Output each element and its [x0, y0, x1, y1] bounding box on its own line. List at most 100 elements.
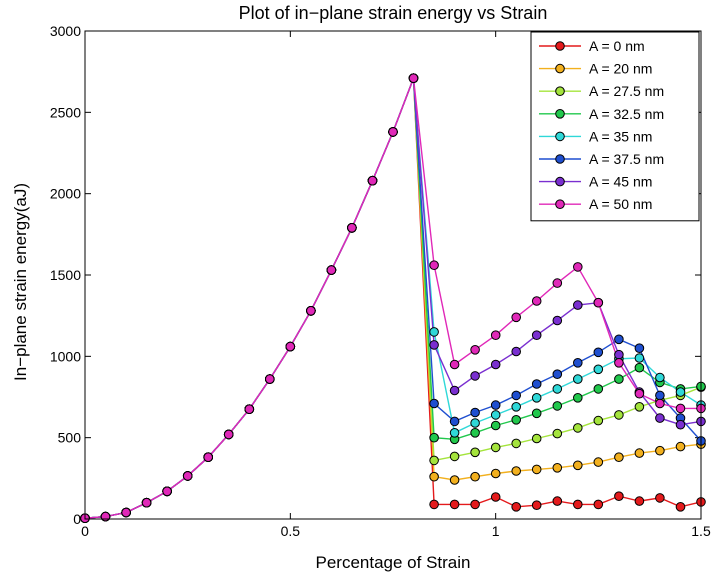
data-point	[470, 345, 480, 355]
data-point	[675, 419, 686, 430]
data-point	[552, 401, 563, 411]
x-tick-label: 1.5	[691, 523, 711, 539]
data-point	[429, 455, 439, 466]
data-point	[552, 496, 563, 506]
data-point	[449, 359, 460, 370]
data-point	[634, 496, 645, 506]
data-point	[511, 466, 522, 476]
data-point	[614, 374, 624, 384]
data-point	[531, 464, 542, 475]
legend-marker	[555, 41, 565, 51]
data-point	[634, 388, 645, 399]
data-point	[634, 362, 645, 373]
data-point	[511, 312, 522, 323]
data-point	[573, 423, 583, 433]
legend-label: A = 0 nm	[589, 38, 645, 54]
data-point	[429, 432, 439, 443]
data-point	[490, 400, 501, 410]
data-point	[593, 384, 604, 394]
data-point	[306, 306, 316, 316]
data-point	[531, 393, 542, 403]
data-point	[449, 451, 460, 462]
data-point	[593, 297, 604, 308]
x-tick-label: 1	[492, 523, 500, 539]
data-point	[490, 359, 501, 370]
data-point	[408, 73, 419, 83]
data-point	[552, 369, 563, 380]
data-point	[675, 441, 686, 452]
data-point	[634, 353, 645, 363]
data-point	[223, 429, 234, 440]
data-point	[470, 499, 480, 510]
data-point	[531, 330, 542, 341]
data-point	[429, 499, 439, 510]
legend-marker	[555, 109, 565, 119]
data-point	[655, 390, 665, 401]
data-point	[552, 278, 563, 288]
data-point	[675, 502, 686, 512]
y-tick-label: 3000	[50, 23, 81, 39]
data-point	[614, 410, 624, 420]
y-tick-label: 1500	[50, 267, 81, 283]
x-tick-label: 0	[81, 523, 89, 539]
data-point	[326, 265, 337, 275]
data-point	[655, 493, 665, 503]
data-point	[429, 260, 439, 271]
data-point	[531, 408, 542, 419]
data-point	[388, 127, 398, 137]
data-point	[614, 452, 624, 463]
plot-frame	[84, 30, 702, 520]
data-point	[449, 428, 460, 438]
data-point	[573, 358, 583, 368]
data-point	[655, 372, 665, 383]
data-point	[614, 358, 624, 368]
legend-marker	[555, 199, 565, 209]
data-point	[675, 403, 686, 414]
data-point	[449, 416, 460, 427]
data-point	[490, 492, 501, 502]
data-point	[573, 393, 583, 403]
y-tick-label: 2500	[50, 104, 81, 120]
data-point	[531, 379, 542, 389]
data-point	[490, 468, 501, 479]
data-point	[634, 448, 645, 458]
y-tick-label: 1000	[50, 348, 81, 364]
data-point	[429, 340, 439, 350]
data-point	[552, 315, 563, 326]
data-point	[429, 471, 439, 482]
y-tick-label: 500	[58, 430, 82, 446]
data-point	[552, 463, 563, 473]
legend-marker	[555, 176, 565, 187]
legend-label: A = 35 nm	[589, 128, 652, 144]
legend-marker	[555, 63, 565, 74]
data-point	[511, 346, 522, 357]
data-point	[593, 364, 604, 375]
data-point	[265, 374, 275, 384]
x-axis-label: Percentage of Strain	[316, 553, 471, 572]
data-point	[552, 384, 563, 394]
data-point	[511, 390, 522, 401]
y-tick-label: 0	[73, 511, 81, 527]
legend-label: A = 27.5 nm	[589, 83, 664, 99]
data-point	[347, 223, 357, 233]
legend: A = 0 nm A = 20 nm A = 27.5 nm A = 32.5 nm A…	[530, 31, 700, 222]
data-point	[655, 445, 665, 456]
data-point	[429, 398, 439, 409]
data-point	[429, 327, 439, 337]
legend-label: A = 32.5 nm	[589, 106, 664, 122]
data-point	[614, 491, 624, 502]
data-point	[511, 415, 522, 425]
legend-marker	[555, 131, 565, 142]
data-point	[552, 428, 563, 439]
data-point	[449, 499, 460, 510]
data-point	[244, 404, 255, 415]
data-point	[490, 442, 501, 453]
data-point	[593, 457, 604, 467]
legend-label: A = 45 nm	[589, 174, 652, 190]
data-point	[511, 402, 522, 412]
data-point	[511, 502, 522, 512]
data-point	[573, 460, 583, 471]
data-point	[531, 500, 542, 511]
y-tick-label: 2000	[50, 186, 81, 202]
